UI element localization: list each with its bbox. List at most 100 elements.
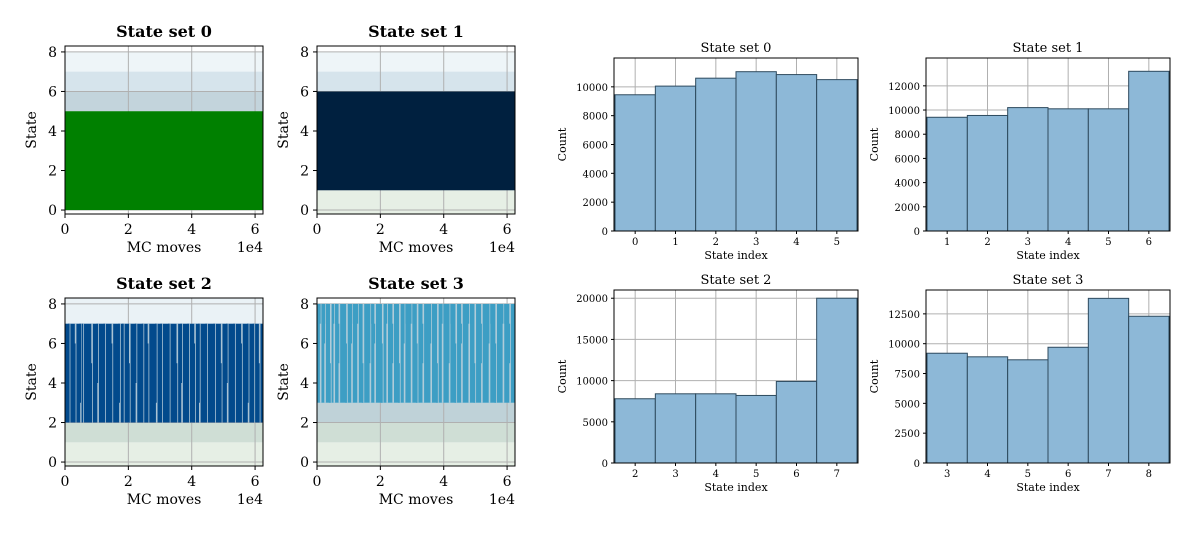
trace-spike	[441, 303, 443, 324]
axes-frame	[64, 297, 264, 467]
x-tick-label: 6	[1065, 469, 1071, 480]
trace-spike	[467, 303, 470, 324]
trace-spike	[345, 343, 347, 403]
x-tick-label: 6	[1146, 237, 1152, 248]
bar	[695, 393, 737, 464]
x-tick-label: 0	[61, 222, 70, 238]
bar	[1087, 297, 1130, 464]
trace-spike	[110, 343, 113, 423]
state-band-6	[65, 91, 263, 112]
y-axis-label: State	[24, 363, 40, 400]
y-tick-label: 10000	[576, 377, 608, 388]
y-tick-label: 10000	[888, 106, 920, 117]
x-tick-label: 2	[713, 237, 719, 248]
bar-panel-1: 1 2 3 4 5 6 0 2000 4000 6000 8000 10000 12000 State s…	[868, 41, 1171, 262]
axes-frame	[316, 297, 516, 467]
trace-gap	[502, 303, 505, 403]
bar	[654, 85, 697, 232]
bar	[1047, 108, 1089, 232]
x-tick-label: 1	[672, 237, 678, 248]
trace-spike	[79, 323, 82, 403]
trace-spike	[501, 303, 504, 324]
y-tick-label: 0	[300, 455, 309, 471]
trace-spike	[447, 303, 450, 364]
x-tick-label: 3	[1025, 237, 1031, 248]
trace-spike	[128, 363, 130, 423]
state-band-top	[65, 51, 263, 72]
axes-frame	[613, 289, 859, 464]
trace-spike	[403, 303, 405, 344]
bar	[614, 94, 656, 232]
y-tick-label: 6	[300, 336, 309, 352]
trace-spike	[103, 323, 106, 423]
trace-spike	[409, 303, 412, 324]
chart-title: State set 1	[1013, 41, 1084, 56]
trace-fill	[65, 111, 263, 211]
x-tick-label: 6	[503, 222, 512, 238]
bar	[816, 297, 858, 464]
trace-spike	[398, 363, 400, 403]
trace-spike-top	[504, 303, 507, 324]
state-band-mid	[317, 402, 515, 423]
x-tick-label: 0	[313, 222, 322, 238]
trace-spike	[198, 323, 200, 403]
x-axis-label: MC moves	[127, 240, 202, 256]
axes-frame	[925, 57, 1171, 232]
x-axis-label: State index	[1016, 249, 1080, 262]
x-tick-label: 7	[1105, 469, 1111, 480]
trace-spike	[436, 363, 438, 403]
trace-gap	[362, 303, 365, 403]
y-tick-label: 20000	[576, 294, 608, 305]
bar	[1128, 70, 1170, 232]
trace-spike	[487, 303, 490, 344]
x-tick-label: 3	[753, 237, 759, 248]
trace-spike	[193, 343, 196, 423]
trace-panel-3: 0 2 4 6 0 2 4 6 8 State set 3 MC moves 1e4 State	[276, 274, 516, 508]
chart-title: State set 1	[368, 22, 464, 41]
x-offset-label: 1e4	[489, 492, 515, 508]
bar	[816, 79, 858, 232]
trace-panel-1: 0 2 4 6 0 2 4 6 8 State set 1 MC moves 1e4 State	[276, 22, 516, 256]
y-tick-label: 6	[48, 84, 57, 100]
y-tick-label: 4000	[583, 169, 608, 180]
trace-gap	[329, 303, 332, 403]
x-axis-label: MC moves	[127, 492, 202, 508]
x-axis-label: State index	[704, 481, 768, 494]
trace-spike-top	[450, 303, 453, 324]
trace-gap	[474, 303, 477, 403]
trace-spike	[180, 323, 183, 383]
trace-gap	[399, 303, 401, 403]
x-tick-label: 6	[251, 222, 260, 238]
x-offset-label: 1e4	[489, 240, 515, 256]
state-band-7	[317, 71, 515, 92]
trace-spike	[246, 323, 249, 403]
chart-title: State set 0	[701, 41, 772, 56]
trace-spike	[187, 323, 190, 423]
trace-spike	[175, 363, 178, 423]
trace-spike-top	[431, 303, 434, 324]
y-tick-label: 7500	[895, 370, 920, 381]
trace-gap	[437, 303, 439, 403]
trace-gap	[74, 323, 77, 423]
x-tick-label: 4	[793, 237, 799, 248]
x-tick-label: 5	[834, 237, 840, 248]
trace-spike	[373, 323, 376, 344]
y-tick-label: 2000	[583, 198, 608, 209]
trace-spike	[134, 323, 137, 383]
y-axis-label: Count	[556, 359, 569, 393]
trace-fill	[65, 323, 263, 423]
x-tick-label: 5	[1025, 469, 1031, 480]
trace-gap	[333, 303, 336, 403]
trace-gap	[488, 303, 491, 403]
state-band-7	[65, 71, 263, 92]
chart-title: State set 0	[116, 22, 212, 41]
y-tick-label: 10000	[888, 340, 920, 351]
x-tick-label: 2	[124, 222, 133, 238]
bar-panel-0: 0 1 2 3 4 5 0 2000 4000 6000 8000 10000 State set 0 S…	[556, 41, 859, 262]
bar	[735, 71, 777, 232]
y-tick-label: 8	[48, 45, 57, 61]
trace-gap	[468, 303, 471, 403]
trace-spike	[385, 303, 388, 324]
y-tick-label: 0	[602, 459, 608, 470]
y-tick-label: 12500	[888, 310, 920, 321]
